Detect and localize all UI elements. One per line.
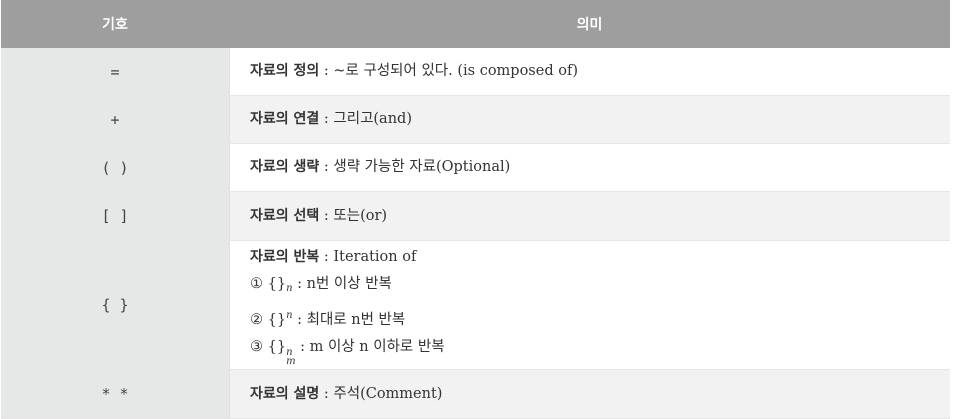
table-row: + 자료의 연결 : 그리고(and): [1, 96, 950, 144]
symbol-cell: * *: [1, 370, 230, 418]
item-marker: ①: [250, 276, 263, 292]
table-row: { } 자료의 반복 : Iteration of ① {}n : n번 이상 …: [1, 241, 950, 370]
table-row: ( ) 자료의 생략 : 생략 가능한 자료(Optional): [1, 144, 950, 192]
symbol-cell: { }: [1, 241, 230, 369]
subscript: n: [286, 283, 293, 294]
term-desc: : Iteration of: [319, 249, 417, 265]
term-desc: : 생략 가능한 자료(Optional): [319, 159, 511, 175]
term-label: 자료의 선택: [250, 207, 320, 224]
item-text: : 최대로 n번 반복: [292, 312, 406, 328]
subscript: m: [286, 356, 296, 367]
meaning-cell: 자료의 정의 : ~로 구성되어 있다. (is composed of): [230, 48, 950, 95]
term-label: 자료의 정의: [250, 63, 320, 79]
item-marker: ②: [250, 312, 263, 328]
header-meaning: 의미: [576, 17, 603, 33]
symbol-cell: =: [1, 48, 230, 95]
table-row: [ ] 자료의 선택 : 또는(or): [1, 192, 950, 241]
meaning-cell: 자료의 반복 : Iteration of ① {}n : n번 이상 반복 ②…: [230, 241, 950, 369]
table-row: = 자료의 정의 : ~로 구성되어 있다. (is composed of): [1, 48, 950, 96]
item-text: : n번 이상 반복: [292, 276, 392, 292]
meaning-cell: 자료의 생략 : 생략 가능한 자료(Optional): [230, 144, 950, 191]
table-header: 기호 의미: [1, 0, 950, 48]
meaning-cell: 자료의 설명 : 주석(Comment): [230, 370, 950, 418]
term-label: 자료의 설명: [250, 385, 320, 402]
iteration-item: ① {}n : n번 이상 반복: [250, 271, 950, 302]
table-row: * * 자료의 설명 : 주석(Comment): [1, 370, 950, 419]
term-desc: : ~로 구성되어 있다. (is composed of): [319, 63, 578, 79]
header-symbol: 기호: [102, 17, 128, 33]
term-label: 자료의 연결: [250, 111, 320, 127]
term-desc: : 그리고(and): [319, 111, 412, 127]
superscript: n: [286, 310, 293, 321]
term-label: 자료의 생략: [250, 159, 320, 175]
item-text: : m 이상 n 이하로 반복: [295, 339, 445, 355]
symbol-cell: [ ]: [1, 192, 230, 240]
term-label: 자료의 반복: [250, 249, 320, 265]
iteration-item: ③ {} n m : m 이상 n 이하로 반복: [250, 334, 950, 367]
term-desc: : 또는(or): [319, 207, 388, 224]
braces: {}: [267, 339, 287, 355]
term-desc: : 주석(Comment): [319, 385, 443, 402]
meaning-cell: 자료의 연결 : 그리고(and): [230, 96, 950, 143]
symbol-cell: +: [1, 96, 230, 143]
braces: {}: [267, 276, 287, 292]
superscript: n: [286, 347, 293, 358]
symbol-cell: ( ): [1, 144, 230, 191]
meaning-cell: 자료의 선택 : 또는(or): [230, 192, 950, 240]
item-marker: ③: [250, 339, 263, 355]
iteration-item: ② {}n : 최대로 n번 반복: [250, 302, 950, 334]
braces: {}: [267, 312, 287, 328]
